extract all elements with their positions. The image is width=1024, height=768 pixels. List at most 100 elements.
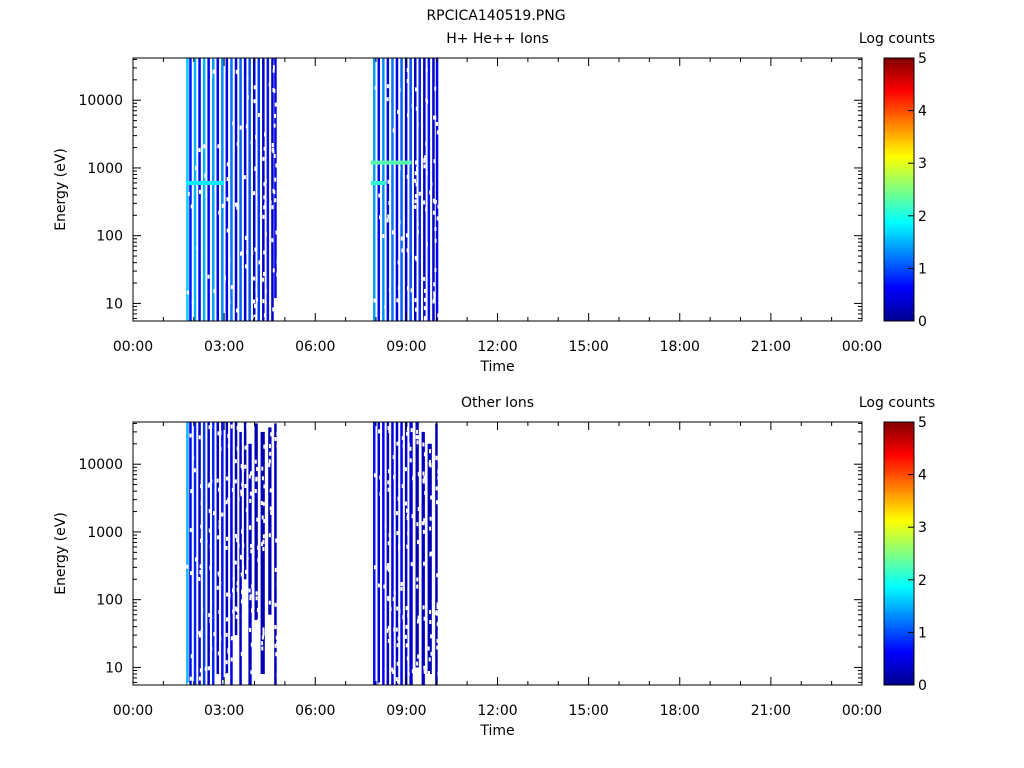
- y-tick-label: 1000: [87, 161, 123, 177]
- data-gap: [232, 588, 234, 593]
- data-gap: [400, 236, 403, 241]
- data-gap: [378, 193, 381, 198]
- colorbar-tick-label: 5: [918, 51, 927, 67]
- data-gap: [374, 565, 376, 570]
- data-gap: [200, 535, 203, 540]
- data-gap: [210, 646, 213, 651]
- data-gap: [437, 671, 440, 676]
- energy-band-feature: [370, 181, 387, 185]
- spectrogram-column: [234, 422, 238, 636]
- data-gap: [257, 619, 260, 624]
- spectrogram-column: [193, 58, 197, 321]
- data-gap: [438, 316, 441, 321]
- data-gap: [414, 194, 417, 198]
- data-gap: [387, 426, 390, 430]
- data-gap: [270, 631, 273, 636]
- data-gap: [274, 567, 277, 572]
- data-gap: [422, 471, 425, 476]
- data-gap: [263, 313, 266, 318]
- spectrogram-column: [382, 58, 385, 321]
- data-gap: [423, 200, 426, 205]
- data-gap: [246, 667, 249, 672]
- data-gap: [257, 558, 260, 563]
- data-gap: [248, 474, 251, 479]
- data-gap: [230, 424, 233, 429]
- data-gap: [269, 618, 272, 623]
- data-gap: [216, 478, 219, 483]
- data-gap: [227, 444, 230, 449]
- data-gap: [398, 684, 401, 689]
- data-gap: [262, 547, 265, 551]
- data-gap: [374, 85, 377, 90]
- data-gap: [262, 214, 265, 219]
- data-gap: [414, 178, 417, 183]
- data-gap: [412, 476, 415, 481]
- data-gap: [253, 276, 256, 281]
- data-gap: [416, 668, 419, 673]
- data-gap: [404, 467, 407, 472]
- data-gap: [250, 642, 253, 647]
- data-gap: [277, 626, 280, 631]
- data-gap: [430, 495, 433, 500]
- data-gap: [200, 484, 203, 489]
- data-gap: [416, 166, 418, 171]
- data-gap: [424, 288, 427, 293]
- spectrogram-column: [257, 58, 260, 321]
- data-gap: [387, 179, 390, 184]
- data-gap: [416, 577, 419, 582]
- data-gap: [216, 585, 219, 590]
- data-gap: [424, 491, 427, 495]
- data-gap: [236, 426, 239, 430]
- data-gap: [398, 166, 401, 171]
- data-gap: [219, 446, 222, 451]
- data-gap: [189, 433, 192, 438]
- spectrogram-column: [212, 58, 215, 321]
- data-gap: [226, 673, 229, 678]
- data-gap: [438, 473, 441, 478]
- data-gap: [222, 680, 225, 684]
- data-gap: [428, 657, 431, 662]
- data-gap: [200, 629, 203, 634]
- data-gap: [263, 484, 266, 489]
- x-tick-label: 06:00: [295, 703, 335, 719]
- data-gap: [423, 518, 426, 523]
- panel-title: Other Ions: [461, 395, 534, 411]
- data-gap: [276, 673, 279, 678]
- data-gap: [405, 233, 408, 238]
- spectrogram-column: [248, 58, 251, 321]
- data-gap: [433, 293, 436, 298]
- data-gap: [273, 88, 276, 93]
- data-gap: [416, 229, 419, 234]
- x-tick-label: 15:00: [568, 339, 608, 355]
- data-gap: [388, 469, 390, 474]
- data-gap: [429, 610, 432, 614]
- data-gap: [409, 446, 412, 451]
- data-gap: [240, 652, 243, 656]
- spectrogram-column: [400, 58, 403, 321]
- data-gap: [393, 475, 396, 480]
- data-gap: [256, 608, 259, 613]
- data-gap: [414, 199, 417, 204]
- data-gap: [406, 248, 409, 253]
- data-gap: [258, 260, 261, 265]
- data-gap: [263, 519, 266, 523]
- data-gap: [236, 446, 239, 451]
- data-gap: [245, 672, 248, 676]
- data-gap: [200, 479, 203, 484]
- x-tick-label: 18:00: [660, 339, 700, 355]
- x-tick-label: 00:00: [842, 703, 882, 719]
- data-gap: [254, 489, 257, 493]
- data-gap: [231, 488, 234, 492]
- spectrogram-column: [189, 58, 192, 321]
- data-gap: [276, 259, 279, 264]
- data-gap: [425, 207, 428, 212]
- data-gap: [257, 113, 260, 118]
- data-gap: [213, 289, 216, 294]
- data-gap: [414, 205, 417, 209]
- data-gap: [263, 423, 266, 428]
- data-gap: [263, 205, 266, 210]
- data-gap: [226, 162, 229, 167]
- data-gap: [436, 500, 438, 505]
- data-gap: [271, 143, 274, 147]
